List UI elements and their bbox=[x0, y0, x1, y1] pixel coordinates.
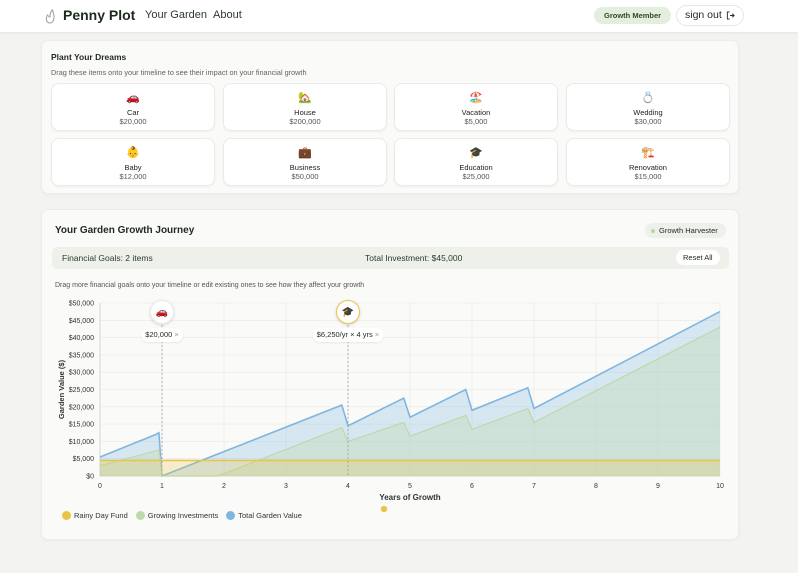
marker-amount: $6,250/yr × 4 yrs bbox=[316, 330, 373, 339]
dream-item-icon: 🏗️ bbox=[641, 147, 655, 159]
nav-your-garden[interactable]: Your Garden bbox=[145, 9, 207, 21]
dream-item-name: Baby bbox=[124, 163, 142, 172]
dream-item-name: Wedding bbox=[633, 108, 663, 117]
dream-item-icon: 🏖️ bbox=[469, 92, 483, 104]
dream-item-price: $50,000 bbox=[291, 172, 319, 181]
dream-item-vacation[interactable]: 🏖️ Vacation $5,000 bbox=[394, 83, 558, 131]
dream-item-name: House bbox=[294, 108, 316, 117]
remove-marker-icon[interactable]: × bbox=[174, 330, 179, 339]
membership-badge: Growth Member bbox=[594, 7, 672, 24]
legend-swatch bbox=[62, 511, 71, 520]
plant-dreams-subtitle: Drag these items onto your timeline to s… bbox=[51, 68, 307, 77]
marker-amount: $20,000 bbox=[145, 330, 173, 339]
level-badge: Growth Harvester bbox=[645, 223, 726, 238]
seedling-logo-icon bbox=[45, 9, 55, 24]
dream-item-price: $15,000 bbox=[634, 172, 662, 181]
sign-out-button[interactable]: sign out bbox=[676, 5, 744, 26]
legend-swatch bbox=[226, 511, 236, 520]
timeline-marker-icon[interactable]: 🚗 bbox=[150, 300, 174, 324]
remove-marker-icon[interactable]: × bbox=[374, 330, 380, 339]
level-badge-label: Growth Harvester bbox=[659, 226, 718, 235]
dream-item-name: Education bbox=[459, 163, 493, 172]
financial-goals-count: Financial Goals: 2 items bbox=[62, 253, 153, 263]
legend-item: Total Garden Value bbox=[226, 511, 302, 520]
timeline-marker-icon[interactable]: 🎓 bbox=[336, 300, 360, 324]
dream-item-icon: 🚗 bbox=[126, 92, 140, 104]
dream-item-renovation[interactable]: 🏗️ Renovation $15,000 bbox=[566, 138, 730, 186]
reset-all-button[interactable]: Reset All bbox=[676, 250, 720, 265]
plant-dreams-title: Plant Your Dreams bbox=[51, 52, 127, 62]
dream-item-education[interactable]: 🎓 Education $25,000 bbox=[394, 138, 558, 186]
legend-item: Growing Investments bbox=[135, 511, 219, 520]
legend-item: Rainy Day Fund bbox=[62, 511, 128, 520]
dream-item-icon: 🎓 bbox=[469, 147, 483, 159]
legend-label: Total Garden Value bbox=[238, 511, 302, 520]
brand-name[interactable]: Penny Plot bbox=[63, 7, 136, 23]
top-navbar: Penny Plot Your Garden About Growth Memb… bbox=[0, 0, 798, 33]
timeline-marker-label[interactable]: $20,000 × bbox=[141, 328, 183, 342]
legend-label: Rainy Day Fund bbox=[74, 511, 128, 520]
journey-title: Your Garden Growth Journey bbox=[55, 225, 195, 236]
legend-label: Growing Investments bbox=[147, 511, 219, 520]
dream-item-wedding[interactable]: 💍 Wedding $30,000 bbox=[566, 83, 730, 131]
dream-item-name: Car bbox=[126, 108, 140, 117]
dream-item-price: $12,000 bbox=[119, 172, 147, 181]
dream-item-house[interactable]: 🏡 House $200,000 bbox=[223, 83, 387, 131]
dream-item-icon: 💍 bbox=[641, 92, 655, 104]
timeline-hint: Drag more financial goals onto your time… bbox=[55, 282, 365, 289]
dream-item-business[interactable]: 💼 Business $50,000 bbox=[223, 138, 387, 186]
timeline-marker-label[interactable]: $6,250/yr × 4 yrs × bbox=[312, 328, 384, 342]
dream-item-price: $200,000 bbox=[289, 117, 321, 126]
dream-item-icon: 👶 bbox=[126, 147, 140, 159]
dream-item-car[interactable]: 🚗 Car $20,000 bbox=[51, 83, 215, 131]
sign-out-icon bbox=[726, 11, 735, 20]
legend-swatch bbox=[135, 511, 145, 520]
dream-item-icon: 🏡 bbox=[298, 92, 312, 104]
dream-item-price: $5,000 bbox=[464, 117, 488, 126]
dream-item-price: $20,000 bbox=[119, 117, 147, 126]
goals-summary-bar bbox=[52, 247, 729, 269]
dream-item-price: $25,000 bbox=[462, 172, 490, 181]
dream-item-baby[interactable]: 👶 Baby $12,000 bbox=[51, 138, 215, 186]
dream-item-icon: 💼 bbox=[298, 147, 312, 159]
dream-item-name: Renovation bbox=[629, 163, 667, 172]
dream-item-name: Vacation bbox=[461, 108, 491, 117]
total-investment: Total Investment: $45,000 bbox=[365, 253, 463, 263]
dream-item-name: Business bbox=[289, 163, 321, 172]
chart-legend: Rainy Day Fund Growing Investments Total G… bbox=[62, 511, 302, 520]
nav-about[interactable]: About bbox=[213, 9, 242, 21]
dream-item-price: $30,000 bbox=[634, 117, 662, 126]
level-dot-icon bbox=[651, 228, 655, 233]
sign-out-label: sign out bbox=[685, 9, 722, 21]
